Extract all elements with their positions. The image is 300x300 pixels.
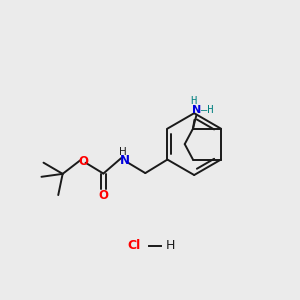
Text: N: N xyxy=(120,154,130,167)
Text: O: O xyxy=(98,189,108,202)
Text: N: N xyxy=(192,104,201,115)
Text: –H: –H xyxy=(201,104,213,115)
Text: H: H xyxy=(119,147,127,157)
Text: Cl: Cl xyxy=(127,239,140,252)
Text: H: H xyxy=(190,96,197,106)
Text: H: H xyxy=(165,239,175,252)
Text: O: O xyxy=(78,155,88,168)
